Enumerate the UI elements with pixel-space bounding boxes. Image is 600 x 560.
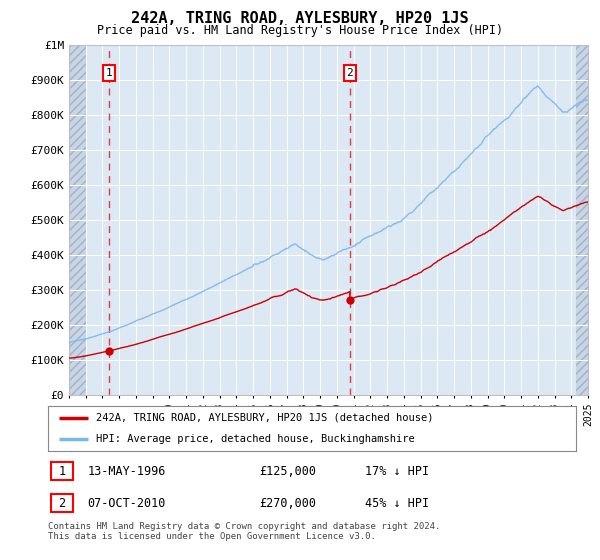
FancyBboxPatch shape xyxy=(50,494,73,512)
Bar xyxy=(69,45,86,395)
Text: Price paid vs. HM Land Registry's House Price Index (HPI): Price paid vs. HM Land Registry's House … xyxy=(97,24,503,36)
Text: 2: 2 xyxy=(58,497,65,510)
Text: Contains HM Land Registry data © Crown copyright and database right 2024.
This d: Contains HM Land Registry data © Crown c… xyxy=(48,522,440,542)
Text: 07-OCT-2010: 07-OCT-2010 xyxy=(88,497,166,510)
Text: 17% ↓ HPI: 17% ↓ HPI xyxy=(365,465,429,478)
Text: 242A, TRING ROAD, AYLESBURY, HP20 1JS: 242A, TRING ROAD, AYLESBURY, HP20 1JS xyxy=(131,11,469,26)
Text: 45% ↓ HPI: 45% ↓ HPI xyxy=(365,497,429,510)
Text: 13-MAY-1996: 13-MAY-1996 xyxy=(88,465,166,478)
Text: 1: 1 xyxy=(106,68,112,78)
FancyBboxPatch shape xyxy=(50,462,73,480)
Text: £125,000: £125,000 xyxy=(259,465,316,478)
Text: HPI: Average price, detached house, Buckinghamshire: HPI: Average price, detached house, Buck… xyxy=(95,434,414,444)
Bar xyxy=(576,45,588,395)
Bar xyxy=(576,45,588,395)
Text: £270,000: £270,000 xyxy=(259,497,316,510)
Text: 1: 1 xyxy=(58,465,65,478)
Text: 2: 2 xyxy=(346,68,353,78)
Bar xyxy=(69,45,86,395)
Text: 242A, TRING ROAD, AYLESBURY, HP20 1JS (detached house): 242A, TRING ROAD, AYLESBURY, HP20 1JS (d… xyxy=(95,413,433,423)
